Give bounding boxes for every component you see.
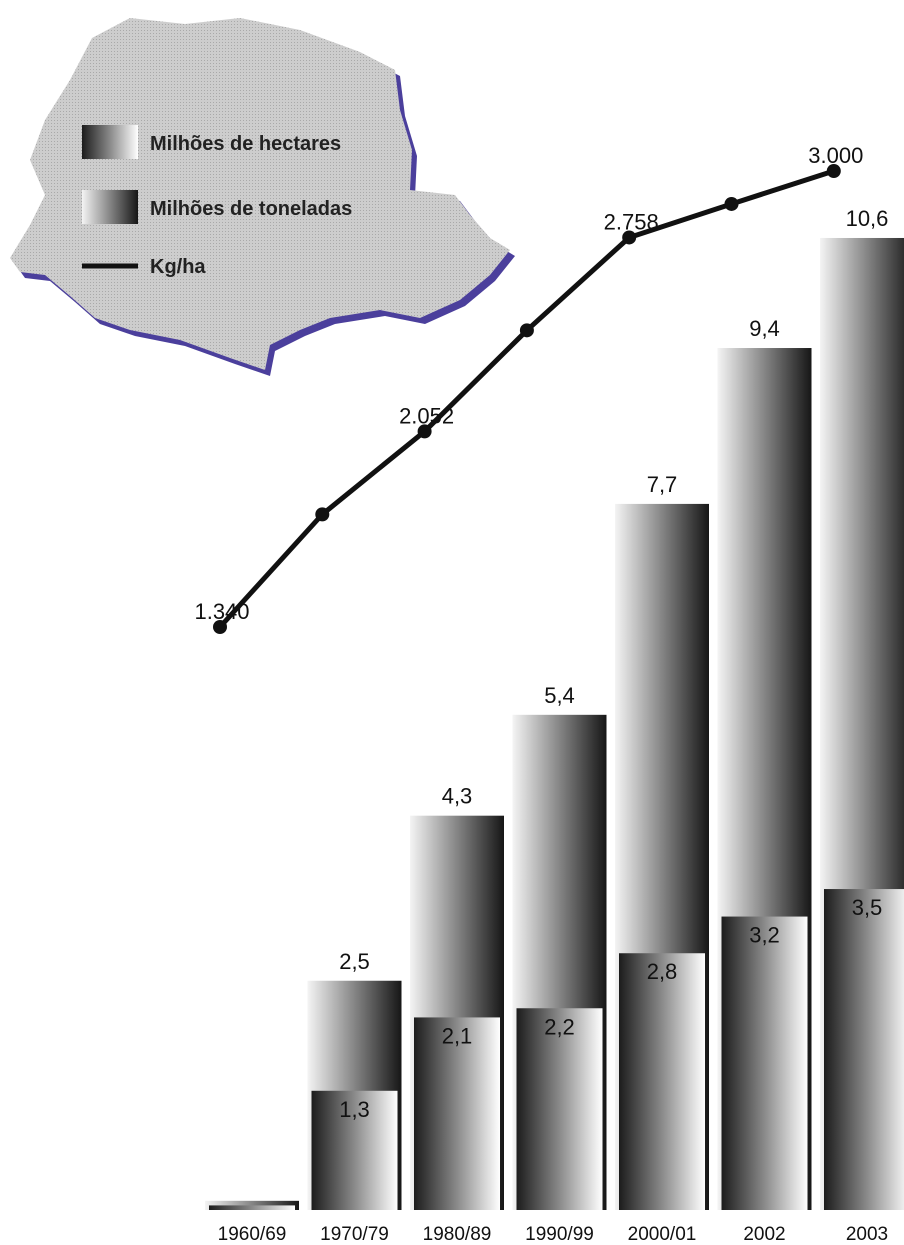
legend-label-kgha: Kg/ha: [150, 256, 206, 278]
x-axis-ticks: 1960/69 1970/79 1980/89 1990/99 2000/01 2002 2…: [218, 1224, 888, 1245]
legend-label-toneladas: Milhões de toneladas: [150, 198, 352, 220]
x-tick-2003: 2003: [846, 1224, 888, 1245]
bar-hectares-1970/79: [311, 1090, 398, 1210]
bar-hectares-1980/89: [414, 1017, 500, 1210]
bar-hectares-2003: [824, 889, 904, 1210]
kgha-label-1960/69: 1.340: [194, 599, 249, 624]
x-tick-1990/99: 1990/99: [525, 1224, 594, 1245]
bar-hectares-1990/99: [516, 1008, 603, 1210]
label-toneladas-1970/79: 2,5: [339, 949, 370, 974]
kgha-point-2000/01: [622, 230, 637, 245]
label-hectares-1980/89: 2,1: [442, 1023, 473, 1048]
labels-hectares: 1,3 2,1 2,2 2,8 3,2 3,5: [339, 895, 882, 1122]
map-shape: [10, 18, 510, 370]
label-hectares-1990/99: 2,2: [544, 1014, 575, 1039]
label-hectares-1970/79: 1,3: [339, 1097, 370, 1122]
label-hectares-2000/01: 2,8: [647, 959, 678, 984]
label-toneladas-2000/01: 7,7: [647, 472, 678, 497]
kgha-line: 1.340 2.052 2.758 3.000: [194, 143, 863, 634]
bar-hectares-2002: [721, 916, 808, 1210]
label-toneladas-2003: 10,6: [846, 206, 889, 231]
map-background: [10, 18, 515, 376]
kgha-point-2003: [826, 163, 841, 178]
bars-hectares: [209, 889, 904, 1210]
x-tick-1980/89: 1980/89: [423, 1224, 492, 1245]
kgha-point-1980/89: [417, 424, 432, 439]
kgha-point-1990/99: [519, 323, 534, 338]
legend-swatch-toneladas: [82, 190, 138, 224]
bar-hectares-1960/69: [209, 1205, 295, 1210]
kgha-point-1970/79: [315, 507, 330, 522]
label-toneladas-1980/89: 4,3: [442, 784, 473, 809]
x-tick-1960/69: 1960/69: [218, 1224, 287, 1245]
kgha-label-2003: 3.000: [808, 143, 863, 168]
labels-toneladas: 2,5 4,3 5,4 7,7 9,4 10,6: [339, 206, 888, 974]
label-toneladas-2002: 9,4: [749, 316, 780, 341]
x-tick-2000/01: 2000/01: [628, 1224, 697, 1245]
label-hectares-2003: 3,5: [852, 895, 883, 920]
legend: Milhões de hectares Milhões de toneladas…: [82, 125, 352, 278]
bar-hectares-2000/01: [619, 953, 705, 1210]
kgha-label-2000/01: 2.758: [604, 209, 659, 234]
legend-swatch-hectares: [82, 125, 138, 159]
kgha-label-1980/89: 2.052: [399, 403, 454, 428]
legend-label-hectares: Milhões de hectares: [150, 133, 341, 155]
label-hectares-2002: 3,2: [749, 923, 780, 948]
x-tick-1970/79: 1970/79: [320, 1224, 389, 1245]
kgha-point-2002: [724, 196, 739, 211]
label-toneladas-1990/99: 5,4: [544, 683, 575, 708]
x-tick-2002: 2002: [743, 1224, 785, 1245]
kgha-point-1960/69: [213, 620, 227, 634]
